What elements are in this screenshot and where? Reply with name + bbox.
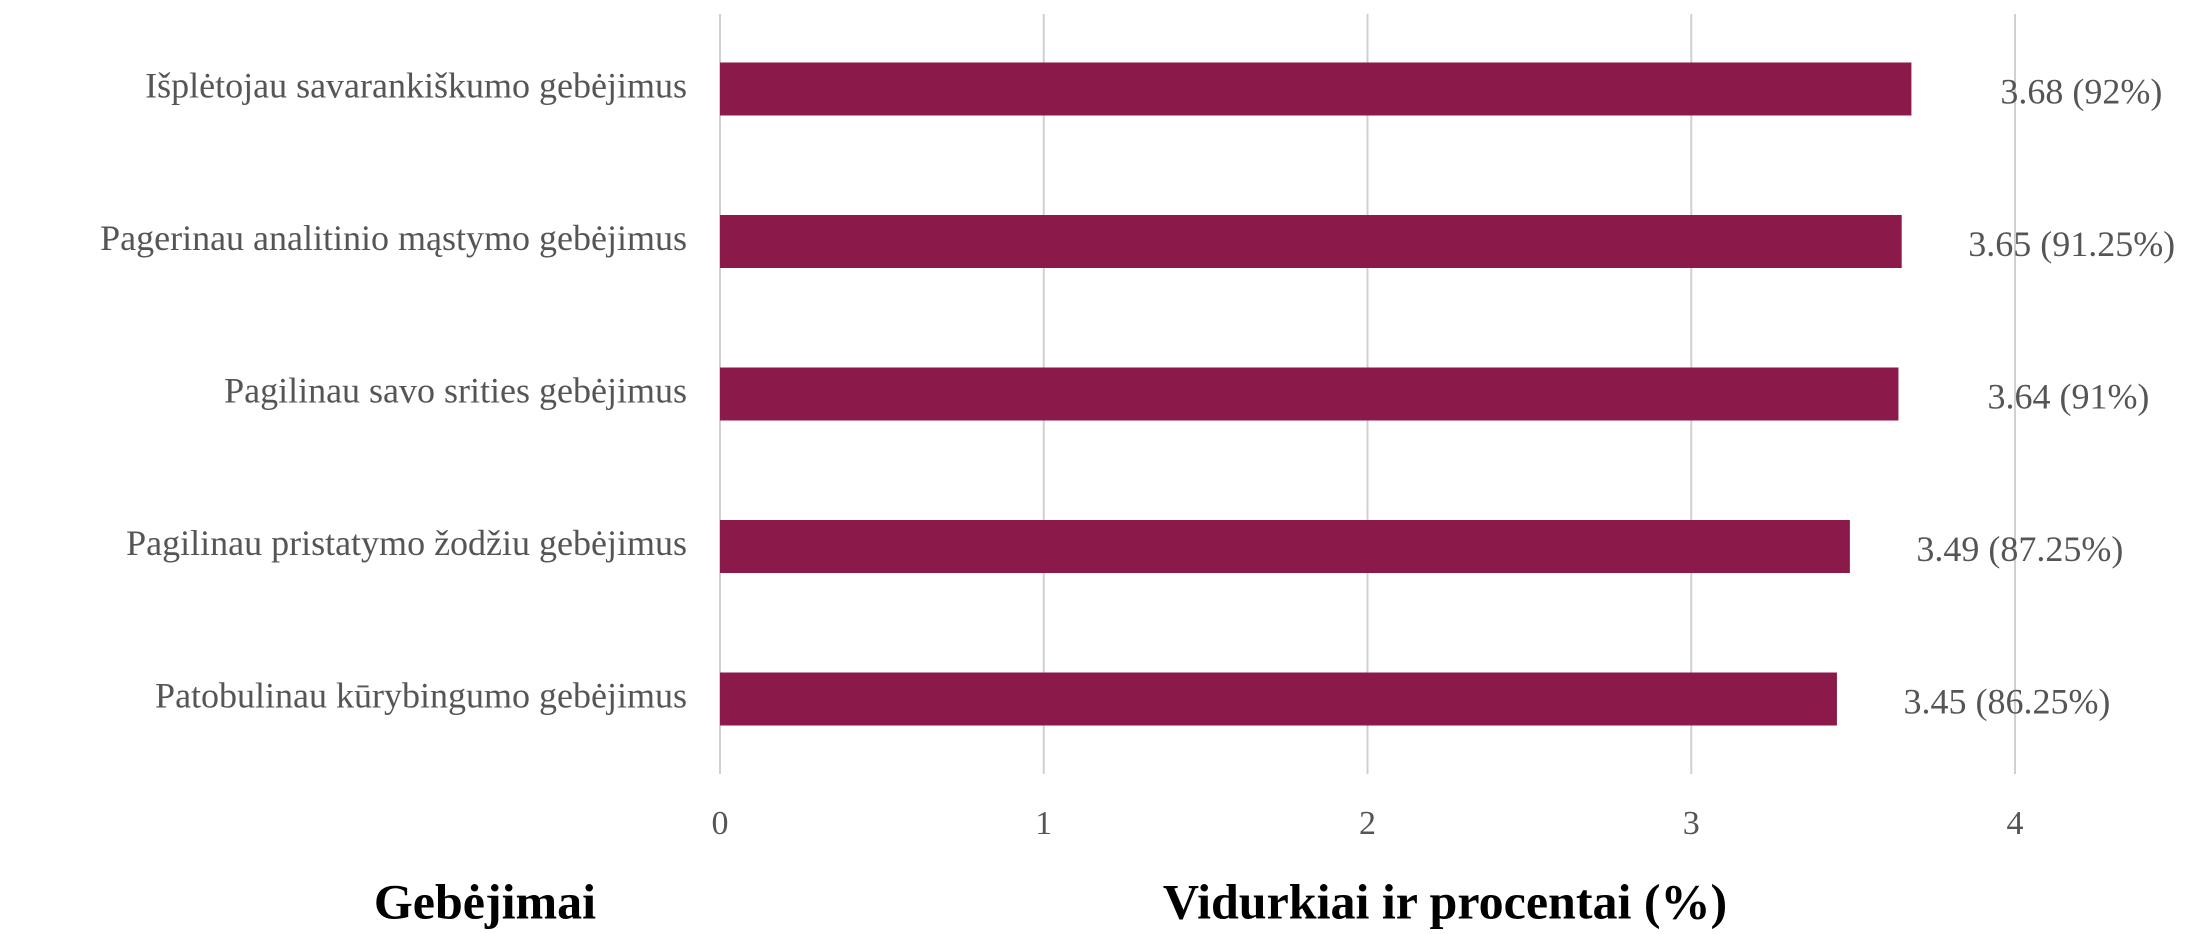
x-tick-label: 3 bbox=[1683, 805, 1700, 842]
x-tick-label: 1 bbox=[1035, 805, 1052, 842]
data-label: 3.49 (87.25%) bbox=[1916, 529, 2123, 569]
data-label: 3.45 (86.25%) bbox=[1903, 681, 2110, 721]
y-tick-label: Pagerinau analitinio mąstymo gebėjimus bbox=[100, 218, 687, 258]
y-axis-title: Gebėjimai bbox=[374, 873, 596, 929]
x-tick-label: 0 bbox=[712, 805, 729, 842]
y-tick-label: Išplėtojau savarankiškumo gebėjimus bbox=[145, 65, 687, 105]
y-tick-label: Patobulinau kūrybingumo gebėjimus bbox=[155, 675, 687, 715]
bar bbox=[720, 62, 1912, 116]
x-axis-title: Vidurkiai ir procentai (%) bbox=[1163, 873, 1727, 929]
x-tick-label: 4 bbox=[2007, 805, 2024, 842]
y-tick-label: Pagilinau pristatymo žodžiu gebėjimus bbox=[126, 523, 687, 563]
bar bbox=[720, 367, 1899, 421]
data-label: 3.64 (91%) bbox=[1987, 376, 2149, 416]
data-label: 3.65 (91.25%) bbox=[1968, 224, 2175, 264]
y-tick-label: Pagilinau savo srities gebėjimus bbox=[224, 370, 687, 410]
bar bbox=[720, 520, 1850, 573]
x-tick-label: 2 bbox=[1359, 805, 1376, 842]
bar bbox=[720, 672, 1837, 726]
data-label: 3.68 (92%) bbox=[2000, 71, 2162, 111]
bar bbox=[720, 215, 1902, 268]
